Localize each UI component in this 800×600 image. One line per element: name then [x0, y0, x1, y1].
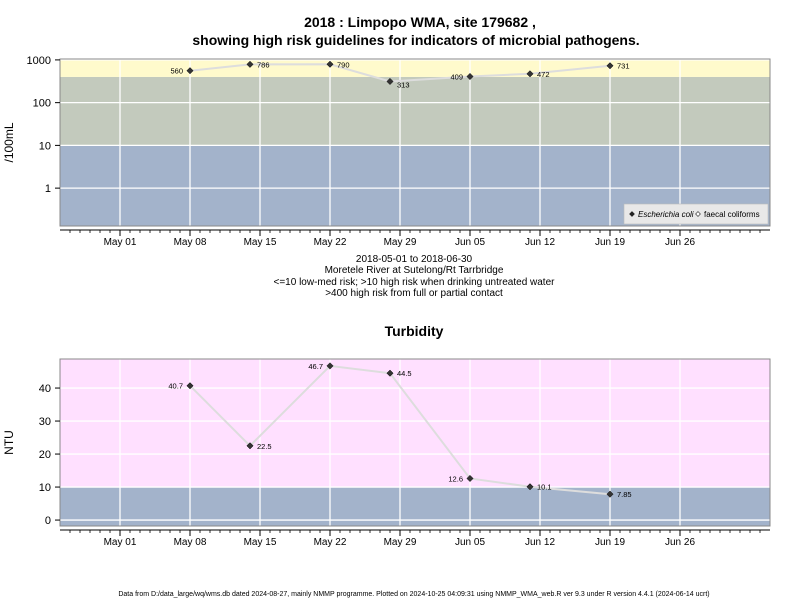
subtitle-date-range: 2018-05-01 to 2018-06-30: [356, 254, 473, 265]
legend-marker-1: [695, 211, 701, 217]
data-point: [246, 60, 254, 68]
risk-band-2: [60, 59, 770, 77]
turbidity-panel: 0 10 20 30 40 NTU May 01 May 08 May 15 May 22 May …: [2, 358, 771, 548]
data-label: 7.85: [617, 490, 632, 499]
x-tick-label: Jun 26: [665, 537, 695, 548]
x-tick-label: Jun 19: [595, 537, 625, 548]
y-tick-label: 1000: [27, 55, 51, 67]
x-tick-label: May 01: [104, 237, 137, 248]
footer-note: Data from D:/data_large/wq/wms.db dated …: [118, 591, 709, 598]
data-point: [386, 77, 394, 86]
subtitle-contact-risk: >400 high risk from full or partial cont…: [325, 288, 503, 299]
data-point: [326, 60, 334, 68]
y-tick-label: 10: [39, 140, 51, 152]
x-tick-label: Jun 26: [665, 237, 695, 248]
chart-title-line-2: showing high risk guidelines for indicat…: [192, 32, 639, 48]
data-label: 10.1: [537, 483, 552, 492]
y-tick-label: 1: [45, 183, 51, 195]
data-label: 472: [537, 70, 550, 79]
legend-label-0: Escherichia coli: [638, 210, 694, 219]
x-tick-label: Jun 12: [525, 537, 555, 548]
data-label: 22.5: [257, 442, 272, 451]
y-tick-label: 10: [39, 482, 51, 494]
data-label: 790: [337, 60, 350, 69]
data-label: 560: [170, 67, 183, 76]
y-tick-label: 20: [39, 449, 51, 461]
data-point: [326, 362, 334, 370]
x-tick-label: May 29: [384, 237, 417, 248]
legend-label-1: faecal coliforms: [704, 210, 760, 219]
x-tick-label: May 08: [174, 537, 207, 548]
y-tick-label: 0: [45, 515, 51, 527]
risk-band-1: [60, 359, 770, 488]
data-point: [466, 72, 474, 81]
subtitle-drinking-risk: <=10 low-med risk; >10 high risk when dr…: [274, 277, 556, 288]
x-tick-label: May 08: [174, 237, 207, 248]
data-label: 313: [397, 80, 410, 89]
x-tick-label: May 22: [314, 237, 347, 248]
x-tick-label: Jun 05: [455, 237, 485, 248]
x-tick-label: Jun 19: [595, 237, 625, 248]
x-tick-label: May 15: [244, 537, 277, 548]
data-point: [606, 490, 614, 498]
y-tick-label: 100: [33, 98, 51, 110]
data-point: [606, 62, 614, 70]
data-point: [466, 474, 474, 483]
legend-marker-0: [629, 211, 635, 217]
chart-title-line-1: 2018 : Limpopo WMA, site 179682 ,: [304, 14, 536, 30]
data-label: 786: [257, 60, 270, 69]
data-label: 409: [450, 73, 463, 82]
x-tick-label: Jun 12: [525, 237, 555, 248]
data-point: [386, 369, 394, 377]
data-label: 40.7: [168, 382, 183, 391]
x-tick-label: May 29: [384, 537, 417, 548]
data-point: [246, 442, 254, 450]
data-point: [186, 382, 194, 390]
y-axis-title: NTU: [2, 430, 16, 455]
x-tick-label: May 22: [314, 537, 347, 548]
risk-band-1: [60, 76, 770, 146]
ecoli-panel: 1 10 100 1000/100mL May 01 May 08 May 15 May 22…: [2, 55, 771, 248]
data-point: [186, 67, 194, 75]
data-point: [526, 483, 534, 491]
plot-border: [59, 58, 771, 227]
turbidity-title: Turbidity: [385, 323, 444, 339]
data-label: 44.5: [397, 369, 412, 378]
y-axis-title: /100mL: [2, 122, 16, 162]
x-tick-label: Jun 05: [455, 537, 485, 548]
subtitle-site: Moretele River at Sutelong/Rt Tarrbridge: [325, 265, 504, 276]
data-point: [526, 70, 534, 78]
data-label: 12.6: [448, 474, 463, 483]
data-label: 46.7: [308, 362, 323, 371]
x-tick-label: May 15: [244, 237, 277, 248]
plot-border: [59, 358, 771, 527]
data-label: 731: [617, 62, 630, 71]
y-tick-label: 30: [39, 416, 51, 428]
y-tick-label: 40: [39, 383, 51, 395]
x-tick-label: May 01: [104, 537, 137, 548]
